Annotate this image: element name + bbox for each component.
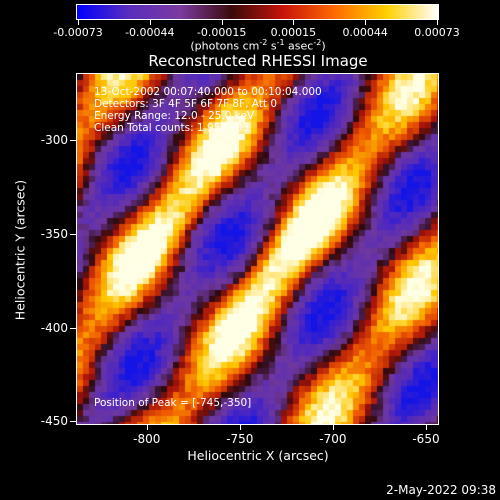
colorbar-tick-label: -0.00073: [53, 26, 103, 39]
colorbar-tick: [149, 20, 151, 25]
colorbar: [76, 4, 439, 20]
y-tick: [70, 421, 76, 423]
x-tick-label: -800: [133, 432, 161, 446]
colorbar-units: (photons cm-2 s-1 asec-2): [190, 38, 326, 53]
colorbar-tick: [78, 20, 79, 25]
info-peak-position: Position of Peak = [-745,-350]: [94, 397, 252, 409]
y-tick-label: -450: [40, 414, 68, 429]
y-axis-label: Heliocentric Y (arcsec): [12, 179, 28, 321]
colorbar-tick-label: 0.00044: [342, 26, 388, 39]
x-tick: [425, 424, 427, 430]
info-detectors: Detectors: 3F 4F 5F 6F 7F 8F, Att 0: [94, 98, 278, 110]
colorbar-tick: [293, 20, 295, 25]
info-clean-counts: Clean Total counts: 1.95E+03: [94, 122, 250, 134]
colorbar-tick-label: -0.00044: [125, 26, 175, 39]
y-tick: [70, 140, 76, 142]
colorbar-tick-label: 0.00015: [270, 26, 317, 39]
x-axis-label: Heliocentric X (arcsec): [187, 448, 329, 463]
info-energy-range: Energy Range: 12.0 - 25.0 keV: [94, 110, 255, 122]
y-tick: [70, 234, 76, 236]
y-tick-label: -300: [40, 133, 68, 148]
colorbar-tick: [365, 20, 367, 25]
x-tick: [146, 424, 148, 430]
colorbar-tick-label: -0.00015: [196, 26, 247, 39]
plot-title: Reconstructed RHESSI Image: [148, 52, 368, 70]
x-tick: [332, 424, 334, 430]
date-stamp: 2-May-2022 09:38: [386, 483, 496, 497]
x-tick-label: -700: [319, 432, 347, 446]
plot-area: [76, 73, 439, 425]
y-tick-label: -350: [40, 227, 68, 242]
y-tick-label: -400: [40, 320, 68, 335]
x-tick-label: -750: [226, 432, 254, 446]
colorbar-tick-label: 0.00073: [414, 26, 460, 39]
info-time-range: 13-Oct-2002 00:07:40.000 to 00:10:04.000: [94, 86, 322, 98]
heatmap-image: [77, 74, 438, 424]
colorbar-tick: [221, 20, 223, 25]
x-tick: [239, 424, 241, 430]
y-tick: [70, 327, 76, 329]
colorbar-tick: [437, 20, 438, 25]
x-tick-label: -650: [412, 432, 440, 446]
